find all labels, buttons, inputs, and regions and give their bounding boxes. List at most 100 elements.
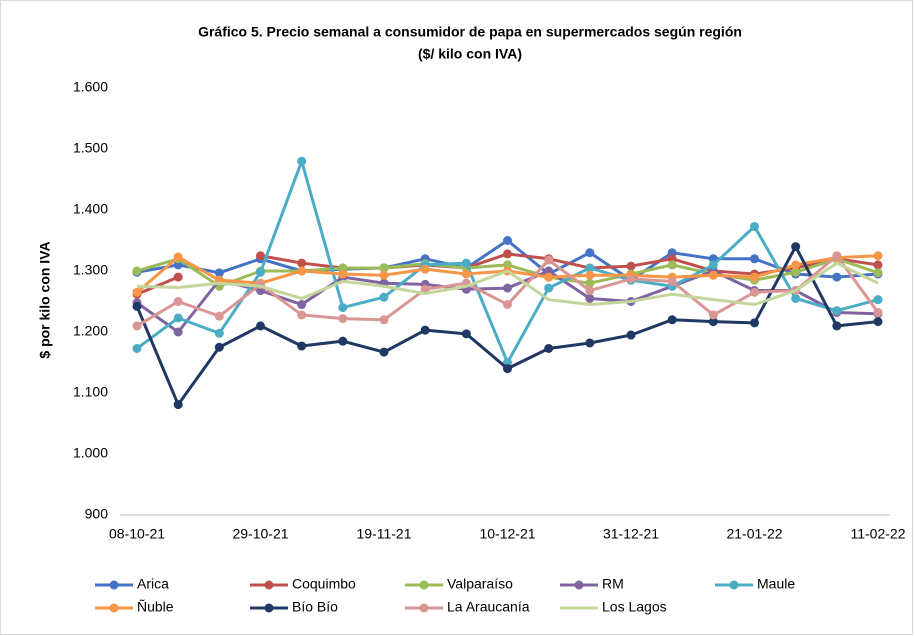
y-tick-label: 1.100 — [73, 384, 108, 400]
data-point — [585, 248, 595, 258]
data-point — [873, 295, 883, 305]
data-point — [750, 221, 759, 231]
data-point — [420, 284, 430, 294]
data-point — [132, 321, 142, 331]
data-point — [132, 287, 142, 297]
data-point — [667, 276, 677, 286]
data-point — [214, 342, 224, 352]
data-point — [297, 310, 307, 320]
legend-label: Los Lagos — [602, 599, 667, 615]
legend-label: Arica — [137, 576, 169, 592]
data-point — [256, 267, 265, 277]
data-point — [544, 255, 554, 265]
data-point — [544, 283, 554, 293]
data-point — [791, 293, 801, 303]
y-tick-label: 1.400 — [73, 201, 108, 217]
legend-label: Ñuble — [137, 599, 174, 615]
data-point — [791, 242, 801, 252]
legend-label: La Araucanía — [447, 599, 530, 615]
y-axis-label: $ por kilo con IVA — [37, 241, 53, 358]
data-point — [420, 325, 430, 335]
legend-marker — [264, 603, 274, 613]
y-tick-label: 1.200 — [73, 323, 108, 339]
data-point — [873, 268, 883, 278]
legend-marker — [574, 580, 584, 590]
data-point — [297, 258, 307, 268]
data-point — [338, 269, 348, 279]
chart-subtitle: ($/ kilo con IVA) — [418, 46, 522, 62]
data-point — [626, 261, 636, 271]
data-point — [585, 338, 595, 348]
data-point — [256, 251, 265, 261]
data-point — [461, 329, 471, 339]
data-point — [750, 318, 759, 328]
data-point — [873, 307, 883, 317]
data-point — [832, 321, 842, 331]
data-point — [420, 264, 430, 274]
data-point — [379, 270, 389, 280]
data-point — [791, 260, 801, 270]
data-point — [873, 260, 883, 270]
data-point — [173, 297, 183, 306]
data-point — [750, 272, 759, 282]
data-point — [585, 270, 595, 280]
data-point — [338, 336, 348, 346]
data-point — [544, 272, 554, 282]
data-point — [873, 317, 883, 327]
x-tick-label: 29-10-21 — [232, 526, 288, 542]
data-point — [503, 300, 512, 310]
legend-marker — [264, 580, 274, 590]
data-point — [708, 317, 718, 327]
data-point — [626, 274, 636, 284]
data-point — [297, 341, 307, 351]
data-point — [708, 310, 718, 320]
data-point — [256, 321, 265, 331]
data-point — [750, 254, 759, 264]
data-point — [379, 347, 389, 357]
data-point — [667, 260, 677, 270]
legend-label: Coquimbo — [292, 576, 356, 592]
x-tick-label: 10-12-21 — [479, 526, 535, 542]
data-point — [832, 272, 842, 282]
x-tick-label: 11-02-22 — [850, 526, 905, 542]
data-point — [338, 303, 348, 313]
legend-marker — [419, 580, 429, 590]
data-point — [132, 343, 142, 353]
chart-title: Gráfico 5. Precio semanal a consumidor d… — [198, 24, 742, 40]
data-point — [379, 292, 389, 302]
data-point — [503, 364, 512, 374]
data-point — [832, 251, 842, 261]
data-point — [544, 343, 554, 353]
y-tick-label: 900 — [85, 506, 109, 522]
data-point — [173, 272, 183, 282]
data-point — [132, 266, 142, 276]
data-point — [214, 268, 224, 278]
data-point — [503, 283, 512, 293]
data-point — [461, 269, 471, 279]
data-point — [503, 249, 512, 259]
legend-marker — [419, 603, 429, 613]
x-tick-label: 21-01-22 — [726, 526, 782, 542]
data-point — [585, 286, 595, 296]
data-point — [461, 258, 471, 268]
data-point — [585, 263, 595, 273]
data-point — [750, 287, 759, 297]
data-point — [379, 263, 389, 273]
data-point — [626, 330, 636, 340]
data-point — [173, 400, 183, 410]
data-point — [832, 306, 842, 316]
data-point — [132, 301, 142, 311]
data-point — [297, 266, 307, 276]
data-point — [503, 236, 512, 245]
legend-marker — [109, 580, 119, 590]
data-point — [791, 267, 801, 277]
y-tick-label: 1.600 — [73, 79, 108, 95]
data-point — [173, 252, 183, 262]
data-point — [379, 315, 389, 325]
data-point — [873, 251, 883, 261]
legend-marker — [109, 603, 119, 613]
x-tick-label: 08-10-21 — [109, 526, 165, 542]
data-point — [667, 315, 677, 325]
data-point — [708, 260, 718, 270]
